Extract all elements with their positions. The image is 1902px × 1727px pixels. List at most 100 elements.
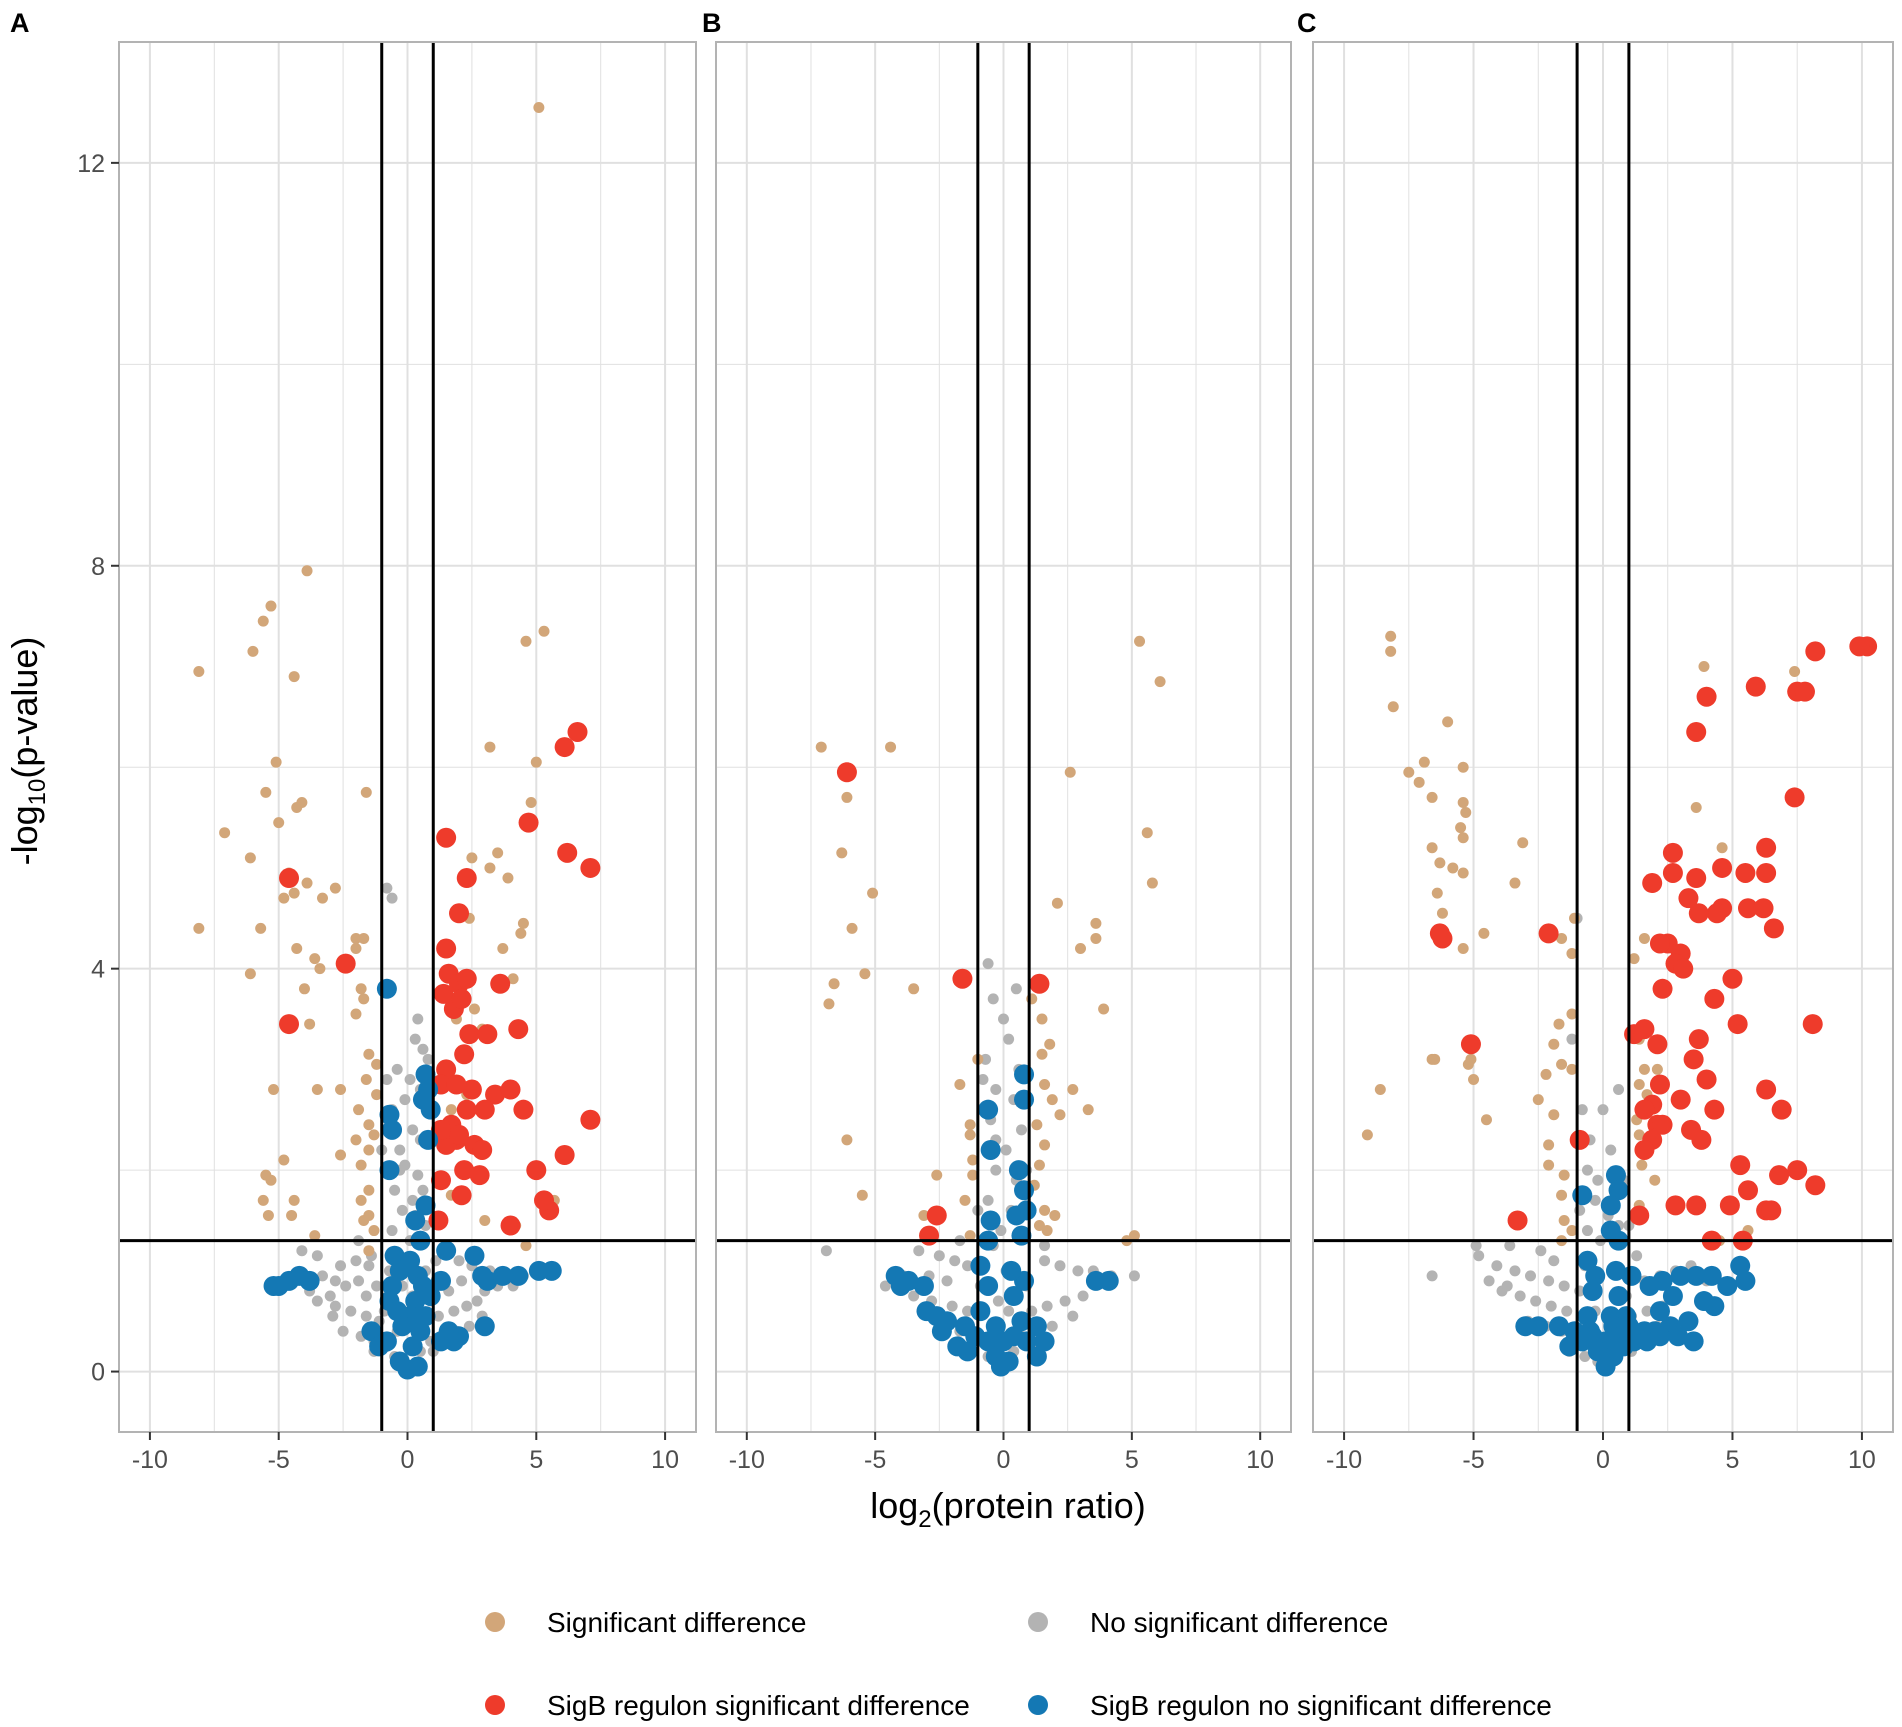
point-sigb-nosig xyxy=(299,1270,320,1291)
point-sigb-nosig xyxy=(541,1260,562,1281)
point-sig xyxy=(1442,716,1454,728)
point-sigb-sig xyxy=(436,827,457,848)
point-sigb-sig xyxy=(1696,1069,1717,1090)
point-sigb-nosig xyxy=(1608,1286,1629,1307)
point-sig xyxy=(841,1134,853,1146)
point-nosig xyxy=(1514,1290,1526,1302)
point-sigb-nosig xyxy=(913,1275,934,1296)
point-sig xyxy=(1690,802,1702,814)
point-sig xyxy=(1478,927,1490,939)
point-sig xyxy=(1403,766,1415,778)
point-nosig xyxy=(998,1013,1009,1025)
y-tick-label: 4 xyxy=(91,956,105,984)
point-nosig xyxy=(396,1204,408,1216)
point-sigb-nosig xyxy=(1686,1265,1707,1286)
point-sig xyxy=(484,741,496,753)
x-tick-label: -10 xyxy=(1326,1446,1362,1474)
point-sig xyxy=(371,1089,383,1101)
point-sig xyxy=(538,625,550,637)
point-sig xyxy=(260,786,272,798)
point-sigb-sig xyxy=(1771,1099,1792,1120)
point-sigb-nosig xyxy=(430,1270,451,1291)
point-sigb-sig xyxy=(1652,1114,1673,1135)
point-sig xyxy=(1033,1220,1045,1232)
point-sigb-sig xyxy=(472,1139,493,1160)
point-sigb-nosig xyxy=(1585,1265,1606,1286)
point-sigb-sig xyxy=(1538,923,1559,944)
legend-key-sig xyxy=(485,1612,505,1632)
y-tick-label: 8 xyxy=(91,553,105,581)
point-sig xyxy=(265,600,277,612)
point-sigb-sig xyxy=(469,1165,490,1186)
point-sigb-nosig xyxy=(970,1255,991,1276)
point-sig xyxy=(964,1230,976,1242)
x-tick-label: 5 xyxy=(1726,1446,1740,1474)
legend-key-nosig xyxy=(1028,1612,1048,1632)
point-sig xyxy=(1548,1038,1560,1050)
point-sig xyxy=(360,786,372,798)
point-sig xyxy=(841,791,853,803)
point-sig xyxy=(492,847,504,859)
point-sigb-sig xyxy=(1784,787,1805,808)
x-tick-label: 5 xyxy=(1125,1446,1139,1474)
point-sig xyxy=(1031,1119,1043,1131)
point-sig xyxy=(363,1144,375,1156)
point-sig xyxy=(355,983,367,995)
point-nosig xyxy=(992,1295,1004,1307)
point-sig xyxy=(309,1230,321,1242)
legend-key-sigb-nosig xyxy=(1028,1695,1048,1715)
point-sigb-nosig xyxy=(978,1099,999,1120)
point-sig xyxy=(316,892,328,904)
point-sigb-nosig xyxy=(1605,1165,1626,1186)
point-sig xyxy=(1036,1048,1048,1060)
point-nosig xyxy=(1483,1275,1495,1287)
point-nosig xyxy=(1641,1305,1653,1317)
point-sig xyxy=(309,953,321,965)
point-nosig xyxy=(417,1184,429,1196)
point-sig xyxy=(520,635,532,647)
point-sigb-sig xyxy=(557,842,578,863)
point-sigb-sig xyxy=(279,868,300,889)
point-nosig xyxy=(1072,1265,1084,1277)
point-nosig xyxy=(908,1290,920,1302)
point-sig xyxy=(856,1189,868,1201)
point-sigb-sig xyxy=(436,938,457,959)
point-sig xyxy=(278,892,290,904)
point-nosig xyxy=(371,1280,383,1292)
point-sig xyxy=(846,922,858,934)
point-sig xyxy=(350,932,362,944)
y-tick-label: 0 xyxy=(91,1359,105,1387)
point-nosig xyxy=(399,1094,411,1106)
point-sigb-nosig xyxy=(376,978,397,999)
point-sig xyxy=(350,943,362,955)
point-sig xyxy=(954,1079,966,1090)
point-sigb-sig xyxy=(1763,918,1784,939)
point-nosig xyxy=(962,1260,974,1272)
point-sigb-nosig xyxy=(389,1260,410,1281)
y-tick-label: 12 xyxy=(77,150,105,178)
point-sig xyxy=(525,796,537,808)
point-sig xyxy=(1431,887,1443,899)
point-sig xyxy=(1098,1003,1110,1015)
point-sig xyxy=(885,741,897,753)
point-sig xyxy=(1633,1129,1645,1141)
point-nosig xyxy=(296,1245,308,1257)
point-sig xyxy=(262,1209,274,1221)
x-tick-label: 0 xyxy=(1596,1446,1610,1474)
point-nosig xyxy=(982,1194,994,1206)
point-sig xyxy=(1457,832,1469,844)
point-sig xyxy=(859,968,871,980)
point-nosig xyxy=(1509,1265,1521,1277)
legend: Significant difference No significant di… xyxy=(485,1607,1552,1721)
point-sigb-nosig xyxy=(1621,1265,1642,1286)
point-sig xyxy=(515,927,527,939)
point-nosig xyxy=(1605,1144,1617,1156)
point-sig xyxy=(335,1084,347,1096)
x-tick-label: 10 xyxy=(1246,1446,1274,1474)
point-sigb-sig xyxy=(1688,903,1709,924)
point-sigb-nosig xyxy=(1717,1275,1738,1296)
point-sigb-sig xyxy=(1756,1079,1777,1100)
point-sig xyxy=(1698,660,1710,672)
point-sigb-nosig xyxy=(1600,1195,1621,1216)
